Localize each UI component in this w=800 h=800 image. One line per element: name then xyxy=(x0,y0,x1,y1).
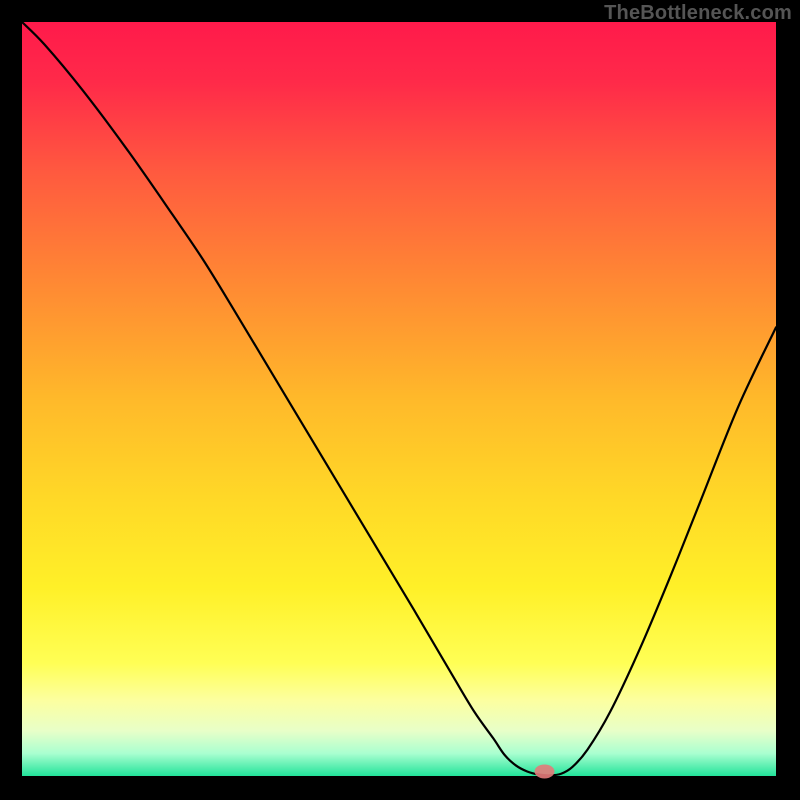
chart-container: TheBottleneck.com xyxy=(0,0,800,800)
optimum-marker xyxy=(535,764,555,778)
plot-area xyxy=(22,22,776,776)
chart-svg xyxy=(0,0,800,800)
watermark-text: TheBottleneck.com xyxy=(604,2,792,25)
